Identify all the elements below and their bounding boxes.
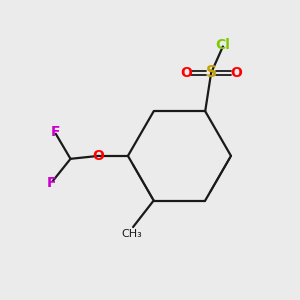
Text: F: F — [46, 176, 56, 190]
Text: O: O — [92, 149, 104, 163]
Text: O: O — [230, 66, 242, 80]
Text: F: F — [51, 125, 61, 139]
Text: CH₃: CH₃ — [121, 230, 142, 239]
Text: Cl: Cl — [215, 38, 230, 52]
Text: O: O — [180, 66, 192, 80]
Text: S: S — [206, 65, 217, 80]
